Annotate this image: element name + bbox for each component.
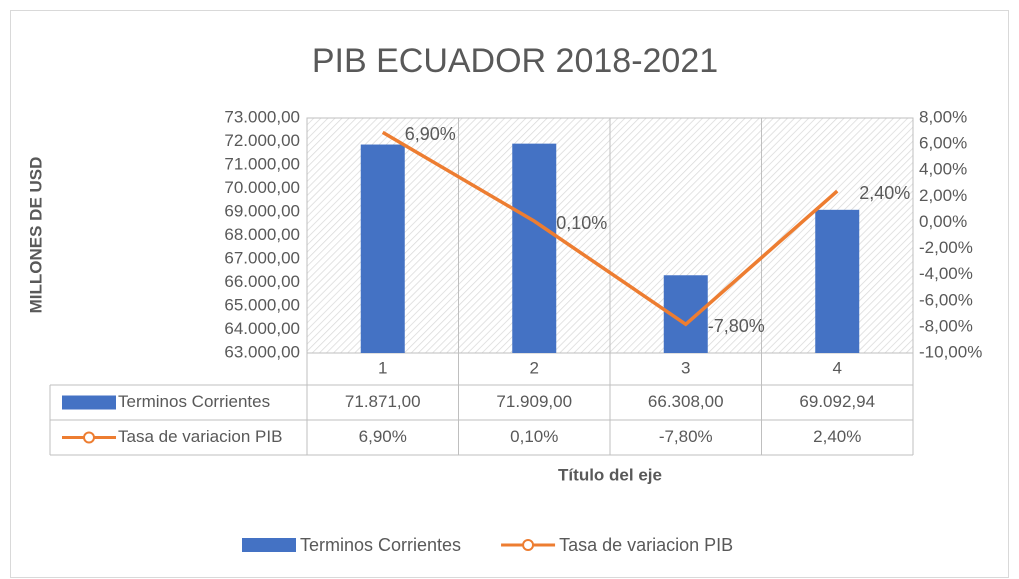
table-value: 2,40%: [813, 427, 861, 446]
table-value: -7,80%: [659, 427, 713, 446]
table-value: 71.909,00: [496, 392, 572, 411]
table-value: 71.871,00: [345, 392, 421, 411]
y2-tick-label: 4,00%: [919, 160, 967, 179]
y-tick-label: 66.000,00: [224, 272, 300, 291]
legend-label: Terminos Corrientes: [300, 535, 461, 555]
bar: [512, 143, 557, 353]
y-tick-label: 68.000,00: [224, 225, 300, 244]
chart-title: PIB ECUADOR 2018-2021: [312, 42, 718, 80]
legend-key: [522, 539, 535, 551]
legend-key: [242, 538, 296, 552]
y-tick-label: 64.000,00: [224, 319, 300, 338]
y-tick-label: 73.000,00: [224, 107, 300, 126]
x-tick-label: 1: [378, 358, 387, 377]
table-value: 69.092,94: [799, 392, 875, 411]
y-tick-label: 70.000,00: [224, 178, 300, 197]
x-tick-label: 2: [530, 358, 539, 377]
y-axis-title: MILLONES DE USD: [26, 157, 45, 314]
data-label: -7,80%: [708, 316, 765, 336]
line: [381, 130, 839, 327]
y2-tick-label: -8,00%: [919, 316, 973, 335]
y2-tick-label: -10,00%: [919, 342, 982, 361]
table-value: 0,10%: [510, 427, 558, 446]
table-value: 6,90%: [359, 427, 407, 446]
y-tick-label: 69.000,00: [224, 201, 300, 220]
data-label: 0,10%: [556, 213, 607, 233]
x-tick-label: 4: [833, 358, 842, 377]
table-series-name: Tasa de variacion PIB: [118, 427, 282, 446]
y-tick-label: 63.000,00: [224, 342, 300, 361]
y2-tick-label: 0,00%: [919, 212, 967, 231]
legend-key: [62, 395, 116, 410]
bar: [815, 209, 860, 353]
data-label: 2,40%: [859, 183, 910, 203]
y-tick-label: 67.000,00: [224, 248, 300, 267]
y2-tick-label: -2,00%: [919, 238, 973, 257]
y-tick-label: 71.000,00: [224, 154, 300, 173]
x-tick-label: 3: [681, 358, 690, 377]
y2-tick-label: 8,00%: [919, 107, 967, 126]
y2-tick-label: -4,00%: [919, 264, 973, 283]
x-axis-title: Título del eje: [558, 465, 662, 484]
y-tick-label: 65.000,00: [224, 295, 300, 314]
legend-key: [83, 431, 95, 444]
y2-tick-label: -6,00%: [919, 290, 973, 309]
table-series-name: Terminos Corrientes: [118, 392, 270, 411]
bar: [360, 144, 405, 353]
table-value: 66.308,00: [648, 392, 724, 411]
y2-tick-label: 2,00%: [919, 186, 967, 205]
legend-label: Tasa de variacion PIB: [559, 535, 733, 555]
y-tick-label: 72.000,00: [224, 131, 300, 150]
y2-tick-label: 6,00%: [919, 134, 967, 153]
data-label: 6,90%: [405, 124, 456, 144]
